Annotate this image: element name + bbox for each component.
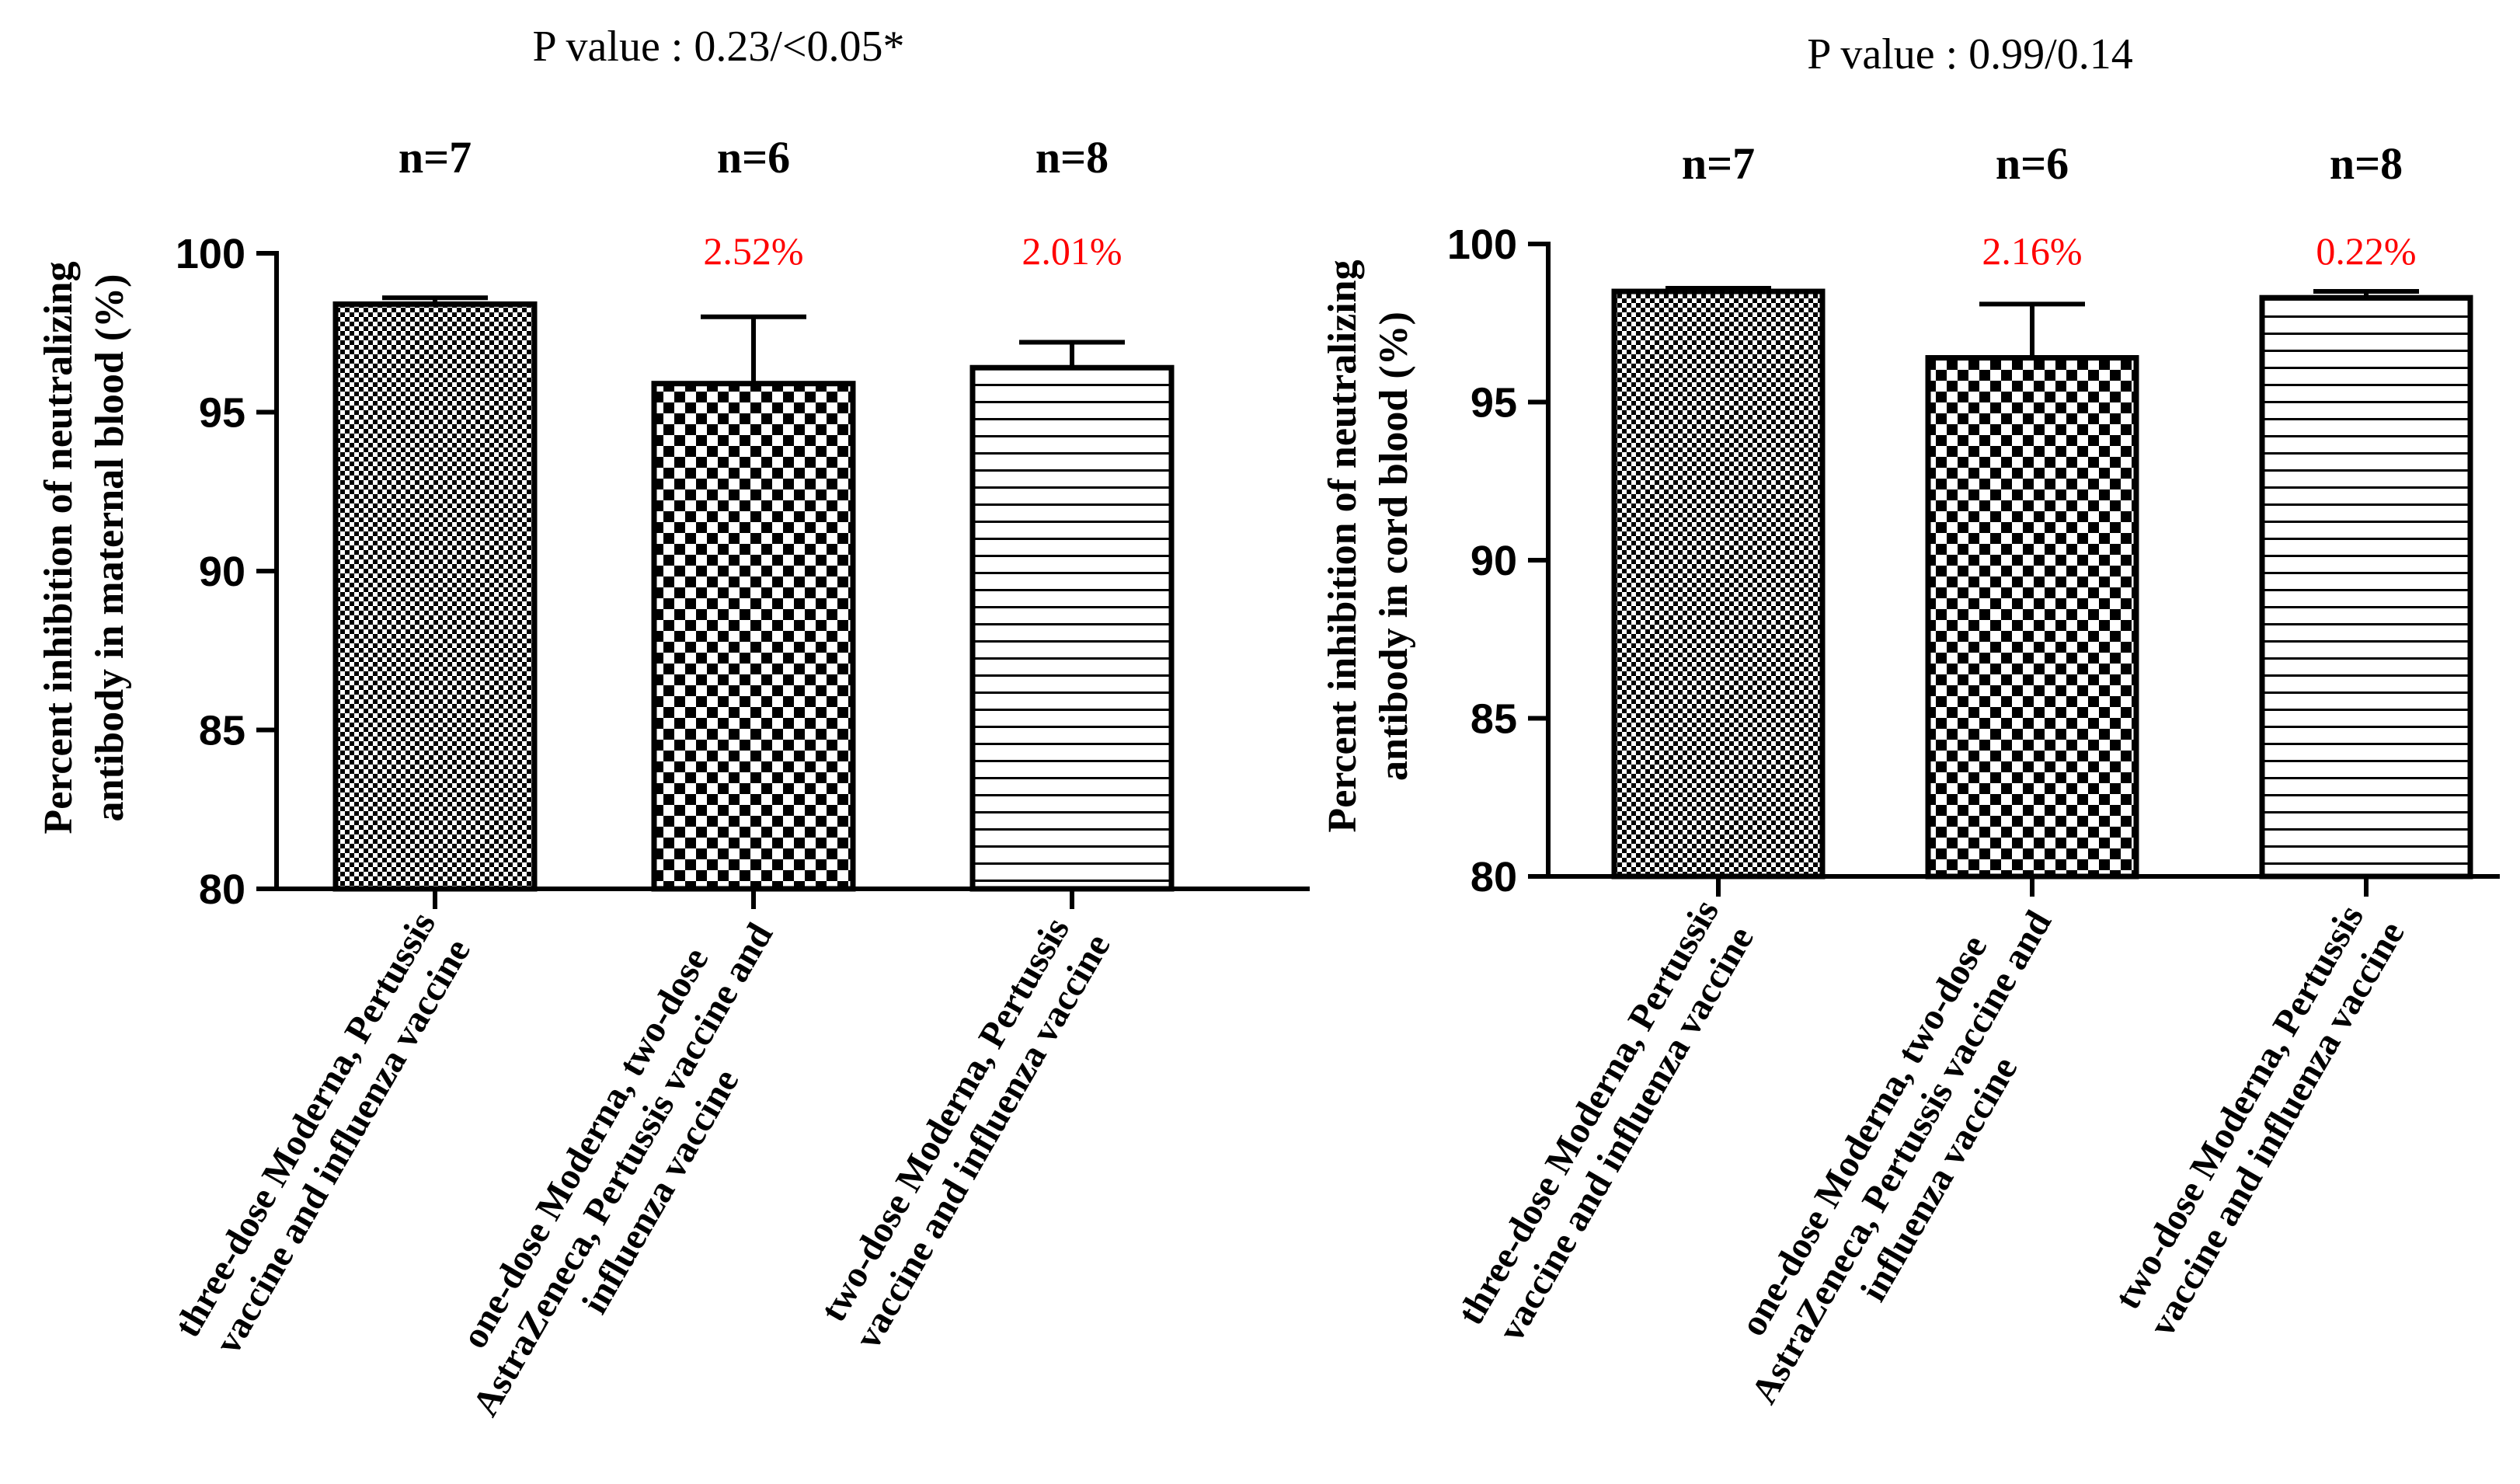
y-tick-label: 85: [199, 708, 245, 754]
y-axis-title-line-1: Percent inhibition of neutralizing: [37, 261, 81, 834]
y-tick-label: 85: [1471, 696, 1517, 743]
bar-annotation: 2.01%: [1022, 229, 1122, 273]
x-tick-label-line: vaccine and influenza vaccine: [1491, 920, 1762, 1349]
bar: [1925, 355, 2139, 880]
bar: [969, 364, 1175, 892]
n-label: n=6: [1996, 138, 2069, 189]
y-tick-label: 95: [1471, 380, 1517, 427]
bar-annotation: 0.22%: [2316, 229, 2416, 273]
y-axis-title: Percent inhibition of neutralizing antib…: [37, 261, 132, 834]
n-label: n=8: [2330, 138, 2403, 189]
x-tick-label-line: two-dose Moderna, Pertussis: [813, 911, 1077, 1329]
x-tick-label-line: vaccine and influenza vaccine: [207, 932, 479, 1361]
x-tick-label-line: AstraZeneca, Pertussis vaccine and: [1743, 904, 2059, 1411]
p-value-label: P value : 0.23/<0.05*: [532, 23, 904, 71]
n-label: n=7: [1682, 138, 1755, 189]
y-axis-title: Percent inhibition of neutralizing antib…: [1321, 260, 1416, 832]
n-label: n=8: [1035, 132, 1109, 183]
plot-area: 80 85 90 95 100 n=7 three-dose Moderna, Pertus…: [1447, 138, 2500, 1411]
bar-annotation: 2.16%: [1982, 229, 2082, 273]
x-tick-label-line: three-dose Moderna, Pertussis: [166, 905, 444, 1344]
y-tick-label: 90: [1471, 538, 1517, 584]
p-value-label: P value : 0.99/0.14: [1807, 30, 2132, 78]
y-axis-title-line-2: antibody in maternal blood (%): [88, 274, 132, 822]
chart-cord-blood: P value : 0.99/0.14 Percent inhibition o…: [1321, 30, 2500, 1411]
plot-area: 80 85 90 95 100 n=7 three-dose Moderna, Pertus…: [166, 132, 1310, 1423]
y-tick-label: 95: [199, 390, 245, 437]
y-tick-label: 90: [199, 549, 245, 595]
y-tick-label: 80: [1471, 854, 1517, 901]
bar: [2259, 294, 2473, 880]
y-axis-title-line-2: antibody in cord blood (%): [1372, 312, 1416, 781]
y-tick-label: 100: [1447, 221, 1517, 268]
chart-maternal-blood: P value : 0.23/<0.05* Percent inhibition…: [37, 23, 1310, 1423]
x-tick-label-line: vaccine and influenza vaccine: [2141, 914, 2412, 1343]
bar: [332, 301, 538, 892]
x-tick-label-line: two-dose Moderna, Pertussis: [2107, 898, 2372, 1316]
n-label: n=7: [399, 132, 472, 183]
x-tick-label-line: vaccine and influenza vaccine: [847, 927, 1118, 1356]
y-axis-title-line-1: Percent inhibition of neutralizing: [1321, 260, 1365, 832]
bar: [1611, 288, 1826, 880]
bar: [651, 381, 856, 892]
x-tick-label-line: AstraZeneca, Pertussis vaccine and: [465, 916, 781, 1423]
n-label: n=6: [717, 132, 790, 183]
y-tick-label: 100: [176, 231, 245, 277]
y-tick-label: 80: [199, 866, 245, 913]
bar-annotation: 2.52%: [703, 229, 803, 273]
x-tick-label-line: three-dose Moderna, Pertussis: [1450, 893, 1727, 1332]
